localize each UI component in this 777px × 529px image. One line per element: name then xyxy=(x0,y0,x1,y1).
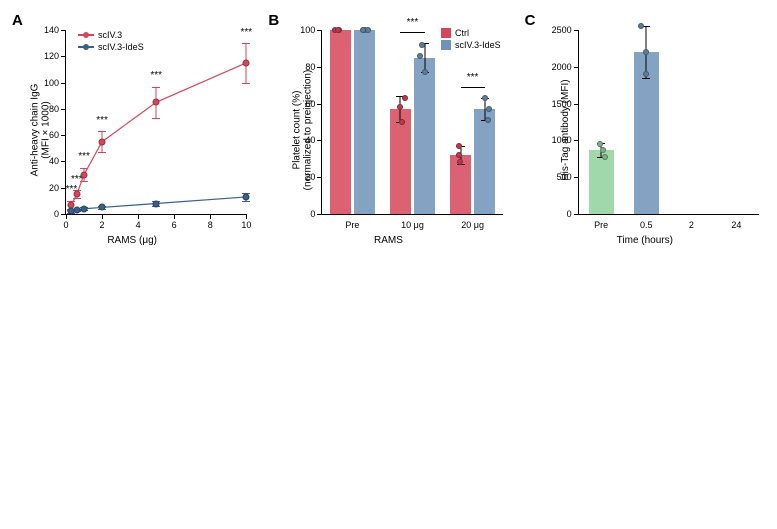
bar xyxy=(390,109,411,214)
figure-grid: AAnti-heavy chain IgG(MFI × 1000)RAMS (μ… xyxy=(10,10,767,518)
panel-b: BPlatelet count (%)(normalized to preinj… xyxy=(266,10,510,250)
panel-a: AAnti-heavy chain IgG(MFI × 1000)RAMS (μ… xyxy=(10,10,254,250)
panel-d xyxy=(10,258,254,518)
bar xyxy=(589,150,614,214)
panel-c: CHis-Tag antibody (MFI)Time (hours)05001… xyxy=(523,10,767,250)
bar xyxy=(474,109,495,214)
bar xyxy=(354,30,375,214)
bar xyxy=(414,58,435,214)
bar xyxy=(330,30,351,214)
